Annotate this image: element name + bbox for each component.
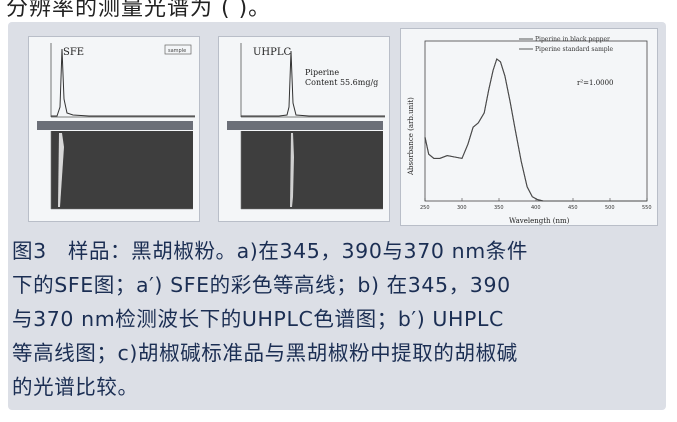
spectrum-x-label: Wavelength (nm): [509, 217, 570, 225]
sfe-contour-band: [58, 133, 64, 207]
r-squared-label: r²=1.0000: [577, 79, 614, 87]
uhplc-figure: UHPLC Piperine Content 55.6mg/g: [218, 36, 390, 222]
x-tick-label: 500: [605, 205, 615, 211]
spectrum-series: [424, 58, 647, 202]
uhplc-annotation-content: Content 55.6mg/g: [305, 78, 378, 87]
caption-line-2: 下的SFE图；a′) SFE的彩色等高线；b) 在345，390: [12, 273, 511, 297]
spectrum-y-label: Absorbance (arb.unit): [407, 97, 415, 176]
figure-panel: SFE sample UHPLC Piperine Content 55.6mg…: [8, 22, 666, 410]
uhplc-trace: [241, 50, 385, 117]
x-tick-label: 450: [568, 205, 578, 211]
sfe-contour-header: [37, 121, 193, 130]
sfe-chromatogram-bg: [29, 37, 199, 125]
caption-line-1: 图3 样品：黑胡椒粉。a)在345，390与370 nm条件: [12, 239, 528, 263]
uhplc-contour-map: [241, 131, 383, 209]
x-tick-label: 400: [531, 205, 541, 211]
uhplc-contour-header: [227, 121, 383, 130]
sfe-contour-map: [51, 131, 193, 209]
figure-row: SFE sample UHPLC Piperine Content 55.6mg…: [8, 22, 666, 226]
caption-line-4: 等高线图；c)胡椒碱标准品与黑胡椒粉中提取的胡椒碱: [12, 341, 518, 365]
sfe-inset-label: sample: [168, 48, 186, 54]
spectrum-svg: Piperine in black pepper Piperine standa…: [401, 29, 657, 225]
legend-entry-2: Piperine standard sample: [535, 46, 614, 53]
x-tick-label: 250: [420, 205, 430, 211]
uhplc-label: UHPLC: [253, 47, 292, 58]
sfe-figure: SFE sample: [28, 36, 200, 222]
sfe-inset-box: [164, 44, 192, 55]
spectrum-figure: Piperine in black pepper Piperine standa…: [400, 28, 658, 226]
uhplc-chromatogram-svg: UHPLC Piperine Content 55.6mg/g: [219, 37, 389, 210]
figure-caption: 图3 样品：黑胡椒粉。a)在345，390与370 nm条件 下的SFE图；a′…: [12, 234, 662, 404]
spectrum-series-line-2: [424, 58, 647, 202]
caption-line-5: 的光谱比较。: [12, 375, 139, 399]
sfe-chromatogram-svg: SFE sample: [29, 37, 199, 210]
x-tick-label: 550: [642, 205, 652, 211]
sfe-trace: [51, 48, 195, 117]
preceding-text-fragment: 分辨率的测量光谱为 ( )。: [6, 0, 272, 21]
uhplc-annotation-name: Piperine: [305, 68, 339, 77]
uhplc-contour-band: [290, 133, 294, 207]
x-tick-label: 300: [457, 205, 467, 211]
legend-entry-1: Piperine in black pepper: [535, 36, 610, 43]
spectrum-bg: [401, 29, 657, 225]
uhplc-chromatogram-bg: [219, 37, 389, 125]
sfe-label: SFE: [63, 47, 84, 58]
caption-line-3: 与370 nm检测波长下的UHPLC色谱图；b′) UHPLC: [12, 307, 504, 331]
x-tick-label: 350: [494, 205, 504, 211]
